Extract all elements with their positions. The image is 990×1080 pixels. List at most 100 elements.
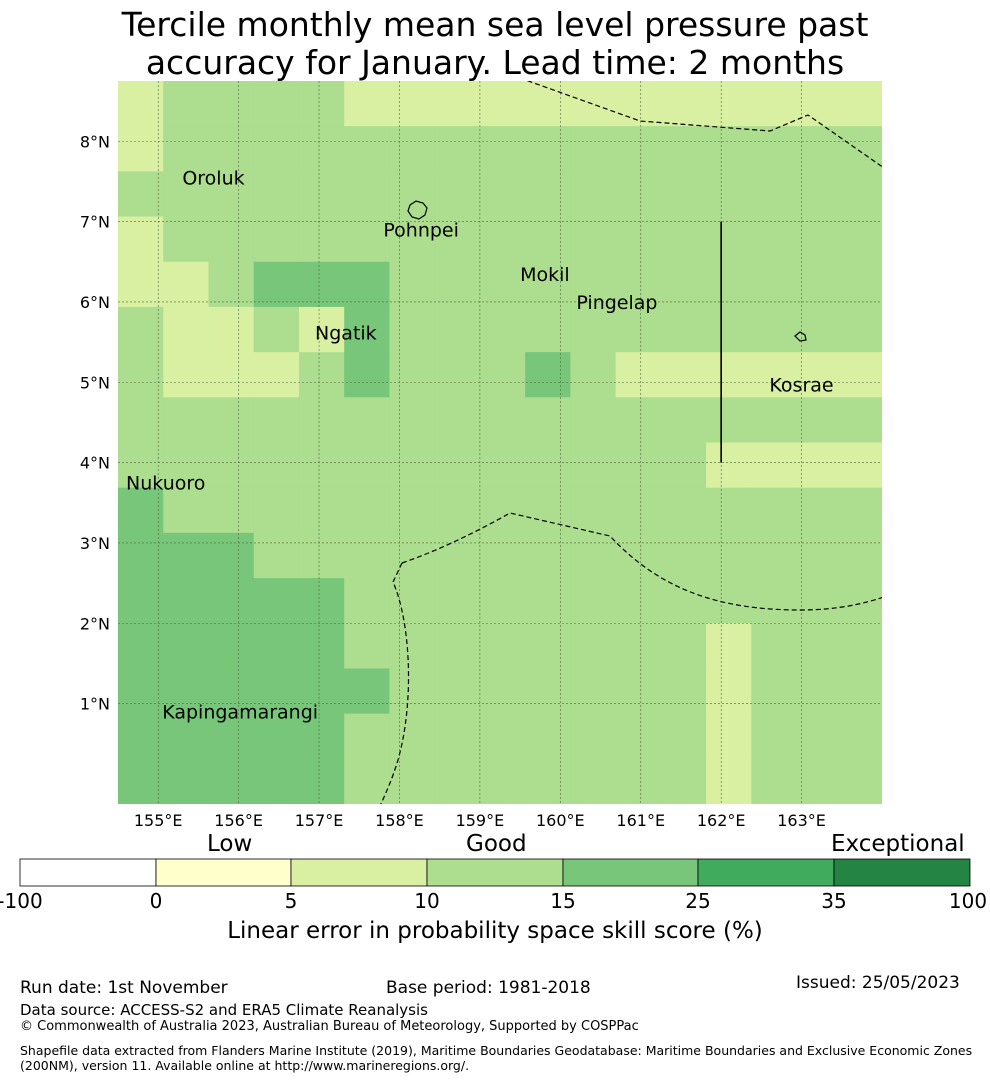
skill-cell xyxy=(344,216,391,263)
run-date: Run date: 1st November xyxy=(20,978,228,998)
skill-cell xyxy=(344,578,391,624)
skill-cell xyxy=(615,623,662,670)
skill-cell xyxy=(525,442,571,489)
skill-cell xyxy=(163,578,210,624)
skill-cell xyxy=(434,81,481,127)
category-good: Good xyxy=(466,831,527,857)
skill-cell xyxy=(253,81,300,127)
skill-cell xyxy=(163,397,210,444)
skill-cell xyxy=(615,306,662,353)
title-line-2: accuracy for January. Lead time: 2 month… xyxy=(145,43,845,82)
skill-cell xyxy=(479,713,526,760)
skill-cell xyxy=(163,261,210,308)
skill-cell xyxy=(796,397,843,444)
place-label: Kapingamarangi xyxy=(162,702,318,724)
skill-cell xyxy=(660,81,707,127)
x-tick-label: 156°E xyxy=(214,811,263,830)
skill-cell xyxy=(118,171,164,218)
skill-cell xyxy=(118,532,164,579)
place-labels: Oroluk Pohnpei Mokil Pingelap Ngatik Kosrae Nu… xyxy=(126,167,834,723)
skill-cell xyxy=(389,487,436,534)
skill-cell xyxy=(796,668,843,715)
colorbar-tick-3: 10 xyxy=(414,889,440,913)
skill-cell xyxy=(389,261,436,308)
eez-boundary-north xyxy=(526,81,882,168)
skill-cell xyxy=(751,397,798,444)
skill-cell xyxy=(615,126,662,172)
skill-cell xyxy=(253,532,300,579)
skill-cell xyxy=(208,126,255,172)
skill-cell xyxy=(434,758,481,804)
skill-cell xyxy=(253,758,300,804)
skill-cell xyxy=(208,532,255,579)
skill-cell xyxy=(389,352,436,398)
skill-cell xyxy=(118,352,164,398)
skill-cell xyxy=(253,261,300,308)
skill-cell xyxy=(253,442,300,489)
place-label: Pingelap xyxy=(576,292,657,314)
skill-cell xyxy=(660,668,707,715)
skill-cell xyxy=(570,397,617,444)
skill-cell xyxy=(796,216,843,263)
skill-cell xyxy=(253,487,300,534)
skill-cell xyxy=(298,306,345,353)
skill-cell xyxy=(163,668,210,715)
skill-cell xyxy=(841,487,882,534)
skill-cell xyxy=(298,171,345,218)
colorbar-segment xyxy=(833,858,971,887)
skill-cell xyxy=(525,532,571,579)
x-tick-label: 155°E xyxy=(134,811,183,830)
skill-cell xyxy=(796,126,843,172)
skill-cell xyxy=(389,758,436,804)
skill-cell xyxy=(389,532,436,579)
skill-cell xyxy=(479,171,526,218)
chart-title: Tercile monthly mean sea level pressure … xyxy=(0,6,990,82)
pohnpei-island-outline xyxy=(407,200,428,220)
skill-cell xyxy=(660,306,707,353)
skill-cell xyxy=(615,532,662,579)
skill-cell xyxy=(841,623,882,670)
skill-cell xyxy=(479,578,526,624)
y-tick-label: 2°N xyxy=(80,614,110,633)
y-tick-label: 4°N xyxy=(80,454,110,473)
skill-cell xyxy=(389,713,436,760)
skill-cell xyxy=(570,623,617,670)
skill-cell xyxy=(660,578,707,624)
skill-cell xyxy=(751,261,798,308)
copyright: © Commonwealth of Australia 2023, Austra… xyxy=(20,1019,639,1034)
skill-cell xyxy=(570,532,617,579)
x-tick-label: 158°E xyxy=(375,811,424,830)
skill-cell xyxy=(751,352,798,398)
skill-cell xyxy=(841,397,882,444)
skill-cell xyxy=(208,306,255,353)
skill-cell xyxy=(570,758,617,804)
skill-cell xyxy=(163,306,210,353)
skill-cell xyxy=(434,623,481,670)
skill-cell xyxy=(841,81,882,127)
data-source: Data source: ACCESS-S2 and ERA5 Climate … xyxy=(20,1001,428,1019)
skill-cell xyxy=(298,81,345,127)
skill-cell xyxy=(706,532,752,579)
skill-cell xyxy=(570,442,617,489)
skill-cell xyxy=(479,758,526,804)
skill-cell xyxy=(389,442,436,489)
skill-cell xyxy=(118,261,164,308)
skill-cell xyxy=(796,352,843,398)
skill-cell xyxy=(660,126,707,172)
colorbar-segment xyxy=(562,858,699,887)
skill-cell xyxy=(163,487,210,534)
skill-cell xyxy=(298,487,345,534)
skill-cell xyxy=(841,758,882,804)
skill-cell xyxy=(389,171,436,218)
skill-cell xyxy=(706,81,752,127)
skill-cell xyxy=(615,81,662,127)
skill-cell xyxy=(434,578,481,624)
skill-cell xyxy=(525,81,571,127)
y-tick-label: 1°N xyxy=(80,695,110,714)
skill-cell xyxy=(163,623,210,670)
skill-cell xyxy=(389,306,436,353)
skill-cell xyxy=(253,578,300,624)
skill-cell xyxy=(615,442,662,489)
skill-cell xyxy=(525,623,571,670)
map-axis-ticks: 155°E 156°E 157°E 158°E 159°E 160°E 161°E 162°E… xyxy=(80,132,826,830)
